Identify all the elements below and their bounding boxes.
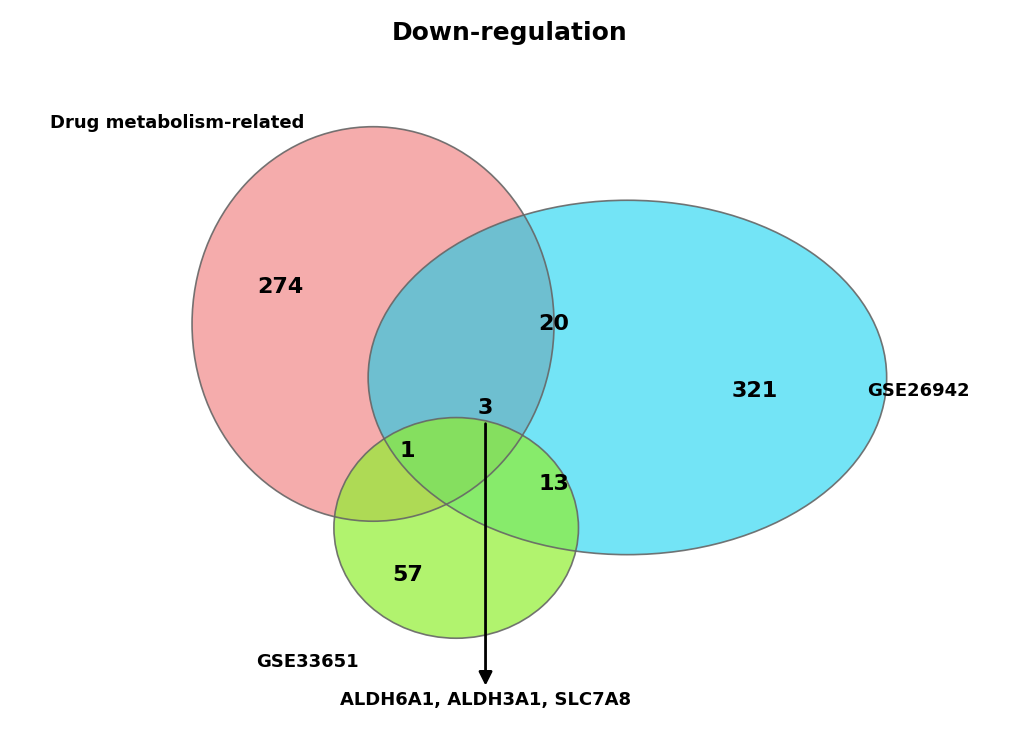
Text: 57: 57 xyxy=(391,565,422,585)
Ellipse shape xyxy=(192,127,553,521)
Ellipse shape xyxy=(368,200,886,555)
Text: 321: 321 xyxy=(731,381,776,401)
Text: 13: 13 xyxy=(538,474,569,495)
Text: 274: 274 xyxy=(257,278,303,297)
Text: Drug metabolism-related: Drug metabolism-related xyxy=(50,114,305,132)
Text: 20: 20 xyxy=(538,314,569,334)
Text: ALDH6A1, ALDH3A1, SLC7A8: ALDH6A1, ALDH3A1, SLC7A8 xyxy=(339,691,631,709)
Text: GSE26942: GSE26942 xyxy=(866,382,969,400)
Text: GSE33651: GSE33651 xyxy=(256,653,358,671)
Title: Down-regulation: Down-regulation xyxy=(391,21,628,45)
Text: 3: 3 xyxy=(477,398,493,418)
Text: 1: 1 xyxy=(399,441,415,461)
Ellipse shape xyxy=(333,418,578,639)
